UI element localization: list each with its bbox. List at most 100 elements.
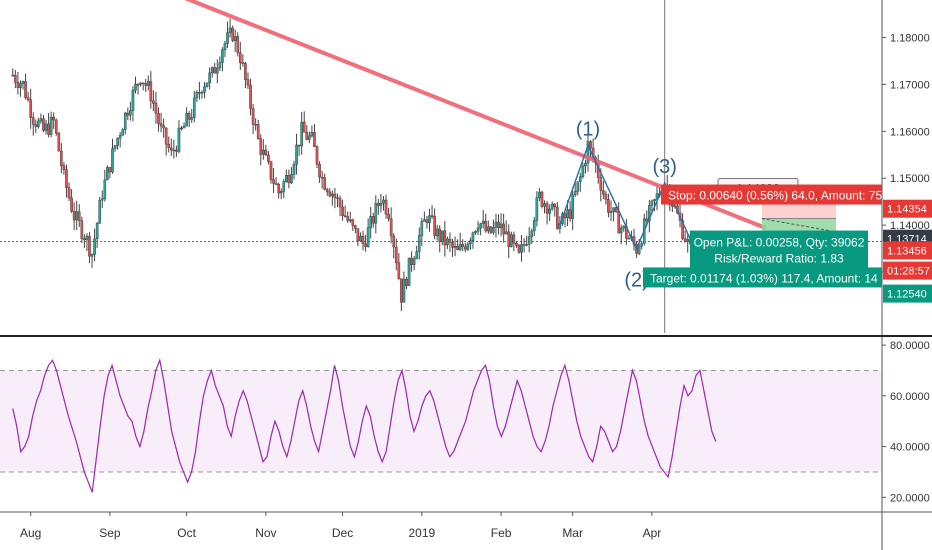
candle-body: [338, 198, 342, 208]
candle-body: [384, 199, 388, 215]
candle-body: [37, 120, 40, 127]
candle-body: [619, 227, 623, 234]
candle-body: [302, 121, 306, 133]
candle-body: [213, 67, 217, 74]
candle-body: [26, 97, 30, 100]
position-path: [761, 218, 831, 232]
candle-body: [129, 110, 132, 116]
candle-body: [446, 238, 449, 246]
candle-body: [297, 144, 301, 147]
candle-body: [581, 165, 585, 177]
candle-body: [548, 208, 551, 214]
candle-body: [612, 207, 615, 212]
candle-body: [157, 113, 160, 124]
candle-body: [205, 82, 209, 87]
candle-body: [566, 209, 569, 219]
candle-body: [489, 226, 493, 233]
candle-body: [208, 72, 211, 84]
rr-label: Risk/Reward Ratio: 1.83: [714, 252, 844, 266]
candle-body: [361, 235, 365, 245]
candle-body: [192, 97, 196, 118]
candle-body: [80, 220, 84, 239]
candle-body: [402, 278, 406, 303]
pattern-outline[interactable]: [559, 143, 704, 268]
candle-body: [650, 200, 654, 206]
candle-body: [417, 235, 421, 252]
candle-body: [522, 244, 526, 246]
candle-body: [259, 138, 263, 155]
candle-body: [65, 169, 68, 188]
candle-body: [236, 36, 240, 53]
candle-body: [93, 238, 96, 255]
pattern-label: (3): [652, 156, 676, 178]
axis-price-tag-label: 1.12540: [887, 289, 927, 301]
candle-body: [681, 220, 684, 239]
rsi-line[interactable]: [12, 358, 717, 493]
candle-body: [116, 137, 119, 146]
candle-body: [653, 199, 656, 202]
candle-body: [456, 246, 459, 250]
rsi-tick-label: 60.0000: [890, 391, 930, 403]
candle-body: [622, 225, 626, 229]
candle-body: [323, 177, 326, 190]
axis-price-tag-label: 01:28:57: [887, 266, 930, 278]
candle-body: [239, 52, 242, 63]
candle-body: [325, 189, 329, 193]
candle-body: [400, 278, 403, 303]
target-label-box: [643, 267, 882, 288]
price-tick-label: 1.14000: [890, 220, 930, 232]
candle-body: [139, 82, 142, 85]
axis-price-tag-label: 1.14354: [887, 204, 927, 216]
candle-body: [497, 221, 500, 229]
candle-body: [671, 204, 674, 207]
candle-body: [379, 202, 383, 206]
price-tick-label: 1.16000: [890, 126, 930, 138]
candle-body: [77, 211, 81, 221]
candle-body: [285, 175, 288, 182]
candle-body: [640, 243, 643, 247]
axis-price-tag-label: 1.13456: [887, 245, 927, 257]
candle-body: [195, 92, 199, 99]
candle-body: [320, 176, 324, 179]
candle-body: [484, 220, 488, 232]
axis-price-tag: [883, 241, 932, 260]
candle-body: [60, 150, 63, 167]
candle-body: [233, 36, 237, 41]
candle-body: [52, 116, 55, 121]
candle-body: [440, 230, 444, 242]
time-tick-label: Feb: [491, 526, 512, 540]
candle-body: [354, 225, 357, 229]
candle-body: [645, 218, 649, 222]
candle-body: [216, 67, 219, 74]
candle-body: [359, 235, 362, 242]
candle-body: [308, 135, 311, 140]
candle-body: [520, 244, 523, 253]
candle-body: [72, 211, 76, 221]
candle-body: [85, 236, 89, 241]
candle-body: [617, 211, 620, 234]
candle-body: [686, 239, 690, 242]
candle-body: [517, 245, 521, 253]
candle-body: [162, 125, 165, 129]
time-tick-label: 2019: [408, 526, 435, 540]
candle-body: [24, 81, 27, 98]
candle-body: [586, 141, 590, 164]
candle-body: [576, 181, 580, 192]
candle-body: [602, 190, 605, 195]
candle-body: [504, 231, 508, 235]
candle-body: [180, 127, 183, 130]
candle-body: [589, 141, 592, 149]
candle-body: [420, 221, 424, 236]
rsi-band: [0, 370, 882, 472]
candle-body: [405, 278, 408, 286]
candle-body: [144, 83, 148, 86]
candle-body: [305, 132, 309, 140]
candle-body: [331, 193, 334, 197]
candle-body: [34, 124, 38, 127]
candle-body: [463, 246, 467, 250]
candle-body: [538, 191, 541, 198]
time-tick-label: Mar: [562, 526, 583, 540]
candle-body: [274, 183, 278, 185]
candle-body: [313, 132, 316, 147]
